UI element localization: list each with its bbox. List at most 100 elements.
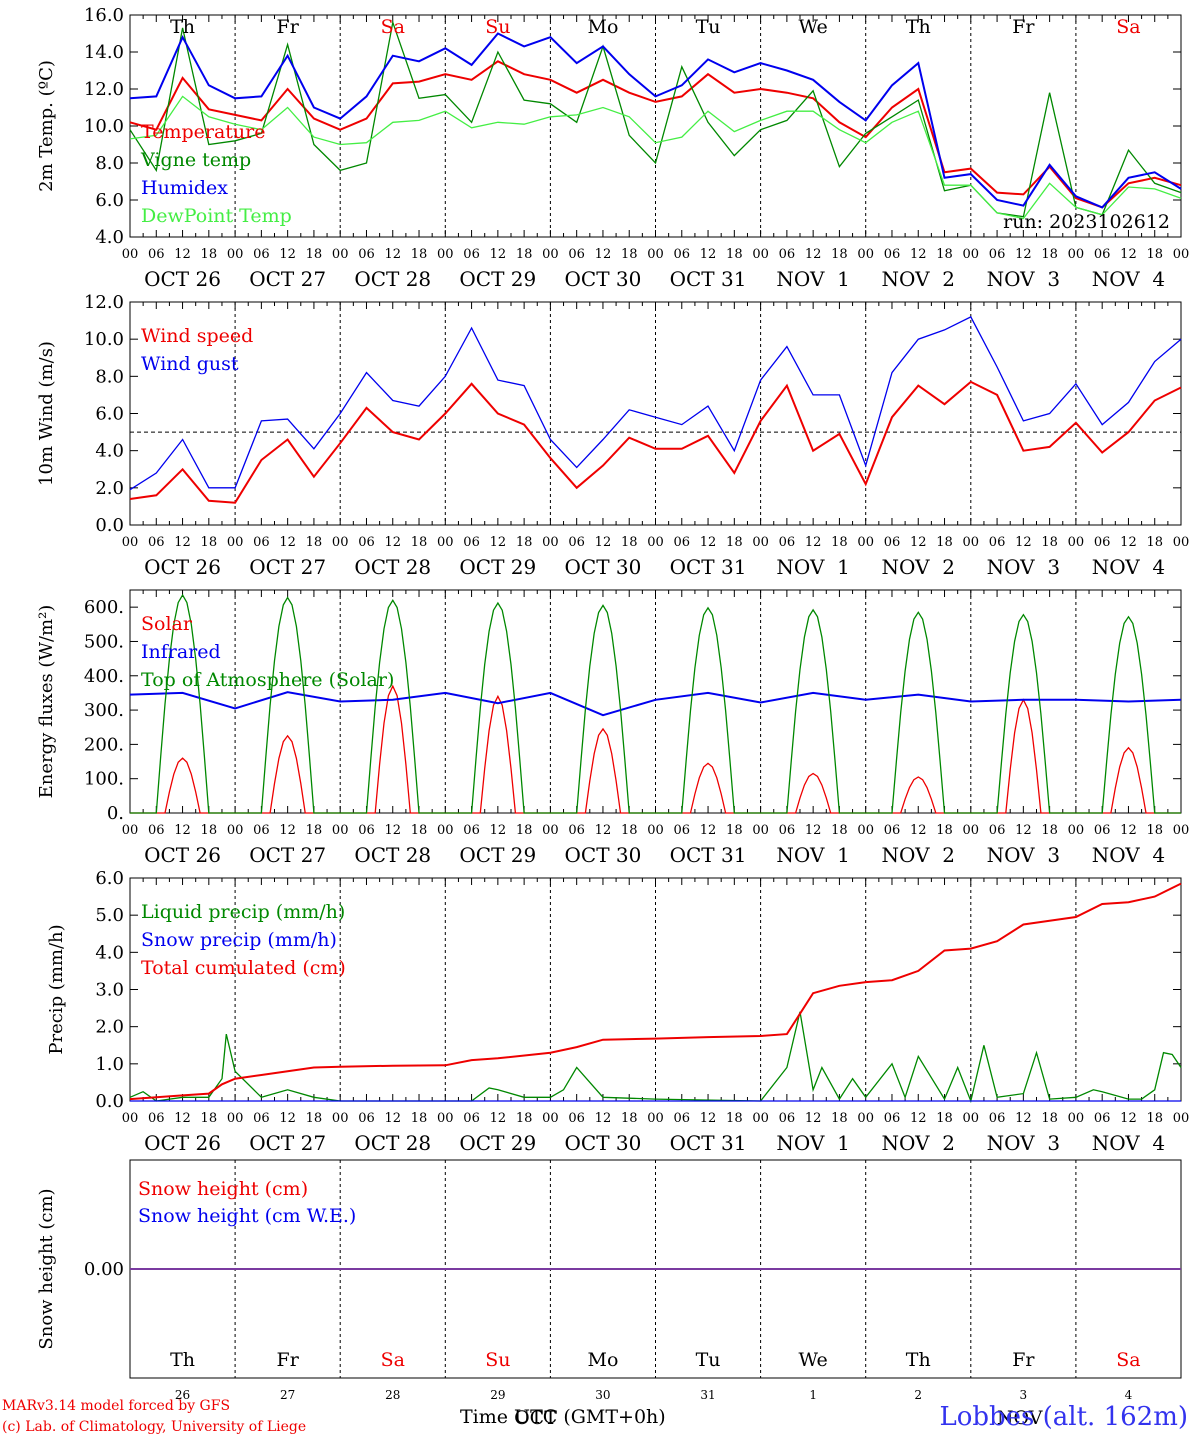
legend-entry: Liquid precip (mm/h) xyxy=(141,901,345,923)
weekday-label: Sa xyxy=(381,16,405,38)
weekday-label: Fr xyxy=(277,16,300,38)
x-hour-label: 06 xyxy=(989,247,1006,262)
x-hour-label: 00 xyxy=(122,535,139,550)
weekday-label-bottom: Fr xyxy=(1012,1349,1035,1371)
x-hour-label: 12 xyxy=(910,247,927,262)
x-hour-label: 06 xyxy=(568,247,585,262)
x-hour-label: 00 xyxy=(1068,535,1085,550)
x-hour-label: 12 xyxy=(1015,247,1032,262)
x-hour-label: 06 xyxy=(1094,823,1111,838)
x-hour-label: 00 xyxy=(647,823,664,838)
day-number: 4 xyxy=(1125,1388,1133,1402)
x-hour-label: 06 xyxy=(779,247,796,262)
x-hour-label: 00 xyxy=(1173,823,1190,838)
x-hour-label: 00 xyxy=(647,247,664,262)
x-hour-label: 00 xyxy=(752,247,769,262)
x-hour-label: 18 xyxy=(621,1111,638,1126)
y-tick-label: 4.0 xyxy=(95,441,124,462)
x-hour-label: 00 xyxy=(122,823,139,838)
x-hour-label: 06 xyxy=(779,535,796,550)
x-hour-label: 06 xyxy=(358,1111,375,1126)
panel-frame xyxy=(129,589,1182,814)
x-hour-label: 00 xyxy=(857,247,874,262)
x-hour-label: 12 xyxy=(595,1111,612,1126)
weekday-label: Mo xyxy=(587,16,618,38)
x-hour-label: 18 xyxy=(831,823,848,838)
x-hour-label: 00 xyxy=(647,1111,664,1126)
x-hour-label: 12 xyxy=(1015,535,1032,550)
x-hour-label: 12 xyxy=(174,1111,191,1126)
weekday-label-bottom: Su xyxy=(485,1349,510,1371)
y-tick-label: 200. xyxy=(84,734,124,755)
x-hour-label: 12 xyxy=(910,535,927,550)
day-number: 31 xyxy=(700,1388,715,1402)
x-hour-label: 18 xyxy=(621,535,638,550)
y-tick-label: 0.0 xyxy=(95,515,124,536)
x-hour-label: 12 xyxy=(1120,1111,1137,1126)
x-hour-label: 12 xyxy=(1015,823,1032,838)
x-date-label: NOV 4 xyxy=(1092,555,1165,579)
legend-entry: Infrared xyxy=(141,641,221,663)
x-date-label: OCT 29 xyxy=(459,267,536,291)
x-hour-label: 06 xyxy=(148,247,165,262)
x-hour-label: 00 xyxy=(752,1111,769,1126)
x-hour-label: 18 xyxy=(726,247,743,262)
x-hour-label: 12 xyxy=(279,823,296,838)
x-date-label: OCT 26 xyxy=(144,267,221,291)
x-hour-label: 00 xyxy=(542,247,559,262)
run-label: run: 2023102612 xyxy=(1003,211,1170,233)
x-date-label: NOV 3 xyxy=(987,555,1060,579)
x-hour-label: 06 xyxy=(674,247,691,262)
legend-entry: Solar xyxy=(141,613,193,635)
x-hour-label: 06 xyxy=(568,823,585,838)
x-date-label: OCT 31 xyxy=(670,843,747,867)
month-label: OCT xyxy=(514,1407,557,1429)
x-date-label: OCT 29 xyxy=(459,555,536,579)
legend-entry: Vigne temp xyxy=(140,149,251,171)
x-hour-label: 18 xyxy=(411,1111,428,1126)
x-hour-label: 12 xyxy=(595,535,612,550)
x-hour-label: 12 xyxy=(910,823,927,838)
series-line xyxy=(129,1011,1182,1104)
y-tick-label: 14.0 xyxy=(84,42,124,63)
x-hour-label: 00 xyxy=(963,1111,980,1126)
y-tick-label: 0.00 xyxy=(84,1259,124,1280)
x-hour-label: 00 xyxy=(542,823,559,838)
x-hour-label: 18 xyxy=(936,535,953,550)
x-hour-label: 06 xyxy=(674,535,691,550)
x-hour-label: 00 xyxy=(227,247,244,262)
x-hour-label: 12 xyxy=(384,1111,401,1126)
x-hour-label: 18 xyxy=(306,823,323,838)
x-hour-label: 00 xyxy=(122,1111,139,1126)
x-hour-label: 12 xyxy=(700,247,717,262)
x-hour-label: 00 xyxy=(227,823,244,838)
x-date-label: OCT 30 xyxy=(565,1131,642,1155)
x-hour-label: 00 xyxy=(1068,1111,1085,1126)
model-credit: MARv3.14 model forced by GFS xyxy=(2,1398,231,1414)
y-tick-label: 4.0 xyxy=(95,227,124,248)
x-hour-label: 12 xyxy=(279,535,296,550)
x-date-label: NOV 2 xyxy=(882,555,955,579)
x-hour-label: 12 xyxy=(595,247,612,262)
lab-credit: (c) Lab. of Climatology, University of L… xyxy=(2,1419,307,1435)
x-hour-label: 06 xyxy=(674,1111,691,1126)
series-line xyxy=(129,882,1182,1101)
x-hour-label: 06 xyxy=(674,823,691,838)
x-hour-label: 12 xyxy=(279,1111,296,1126)
x-hour-label: 12 xyxy=(174,535,191,550)
x-hour-label: 12 xyxy=(805,535,822,550)
x-hour-label: 18 xyxy=(1146,823,1163,838)
weekday-label: Th xyxy=(906,16,931,38)
y-tick-label: 0.0 xyxy=(95,1091,124,1112)
y-tick-label: 16.0 xyxy=(84,5,124,26)
weekday-label: Sa xyxy=(1116,16,1140,38)
x-hour-label: 18 xyxy=(201,247,218,262)
day-number: 29 xyxy=(490,1388,505,1402)
legend-entry: Snow precip (mm/h) xyxy=(141,929,337,951)
x-date-label: OCT 28 xyxy=(354,1131,431,1155)
x-hour-label: 12 xyxy=(595,823,612,838)
y-tick-label: 3.0 xyxy=(95,980,124,1001)
y-tick-label: 400. xyxy=(84,666,124,687)
x-date-label: NOV 3 xyxy=(987,267,1060,291)
x-date-label: NOV 3 xyxy=(987,843,1060,867)
